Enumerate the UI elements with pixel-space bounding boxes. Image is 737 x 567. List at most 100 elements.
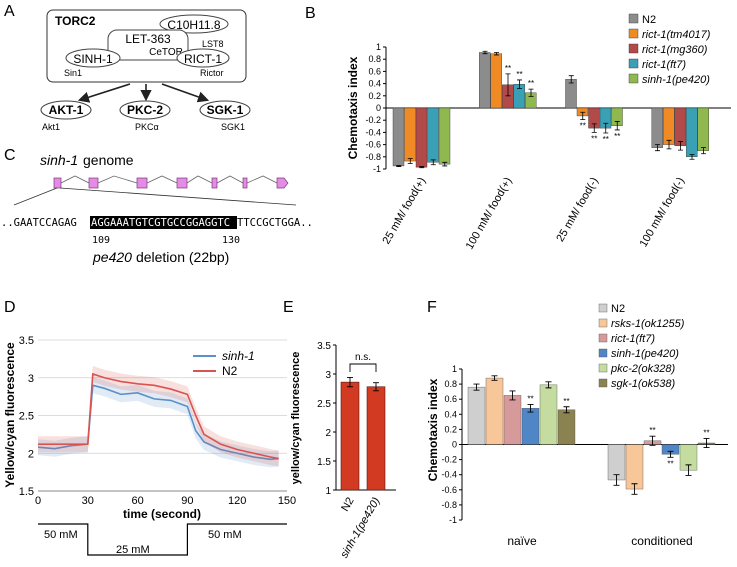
panel-d: D 3.5 3 2.5 2 1.50 30 60 90 120 150 time (second) Y…: [3, 299, 296, 556]
b-error-bar: [396, 164, 402, 167]
b-bar: [392, 107, 405, 167]
b-bar: [415, 107, 428, 168]
d-legend-label: N2: [222, 364, 238, 378]
d-y-label: Yellow/cyan fluorescence: [3, 342, 17, 488]
b-error-bar: [568, 75, 574, 84]
f-y-tick-label: 0.4: [444, 409, 457, 419]
panel-e: E 3.5 3 2.5 2 1.5 1 yellow/cyan fluorescence N2…: [283, 299, 396, 560]
e-y-tick-label: 2: [325, 428, 331, 439]
b-sig-label: **: [591, 134, 597, 143]
b-bar: [565, 79, 577, 109]
d-y-tick-label: 2.5: [19, 411, 34, 423]
b-bar: [697, 107, 709, 151]
position-end: 130: [222, 235, 240, 246]
panel-c: C sinh-1 genome ..GAATCCAGAG AGGAAATGTCG…: [1, 147, 313, 265]
f-sig-label: **: [649, 426, 655, 435]
panel-f: F 1 0.8 0.6 0.4 0.2 0 -0.2 -0.4 -0.6 -0.8 -1 Chemot…: [426, 299, 728, 548]
arrow-sgk1: [161, 83, 210, 103]
e-y-tick-label: 1.5: [317, 457, 331, 468]
b-legend-label: N2: [642, 14, 656, 26]
genome-gene: sinh-1: [40, 152, 78, 168]
b-y-tick-label: 0.8: [368, 54, 381, 64]
b-y-tick-label: -1: [373, 164, 381, 174]
b-y-tick-label: 0.2: [368, 91, 381, 101]
b-legend-swatch: [628, 28, 639, 39]
panel-a: A TORC2 C10H11.8 LET-363 CeTOR LST8 SINH…: [4, 3, 251, 132]
zoom-line-left: [13, 187, 58, 206]
f-error-bar: [491, 375, 498, 381]
f-error-bar: [667, 450, 674, 458]
b-bar: [663, 107, 675, 145]
sequence-left: ..GAATCCAGAG: [1, 217, 77, 229]
f-bar: [503, 395, 522, 445]
sequence-right: TTCCGCTGGA..: [237, 217, 313, 229]
f-error-bar: [527, 404, 534, 413]
b-sig-label: **: [614, 132, 620, 141]
pkc2-label: PKC-2: [127, 103, 163, 117]
f-sig-label: **: [563, 397, 569, 406]
f-bar: [557, 409, 576, 445]
d-stimulus-label: 25 mM: [116, 544, 150, 556]
akt1-human: Akt1: [42, 122, 60, 132]
b-error-bar: [614, 121, 620, 131]
b-y-tick-label: 0: [376, 103, 381, 113]
b-y-tick-label: -0.2: [365, 115, 381, 125]
panel-a-letter: A: [4, 3, 15, 20]
b-y-label: Chemotaxis index: [346, 56, 360, 159]
sinh1-label: SINH-1: [73, 52, 113, 66]
e-error-bar: [373, 382, 379, 392]
d-legend-label: sinh-1: [222, 349, 255, 363]
b-error-bar: [528, 88, 534, 97]
f-legend-swatch: [598, 363, 608, 373]
f-error-bar: [649, 435, 656, 446]
d-y-tick-label: 3.5: [19, 335, 34, 347]
d-stimulus-label: 50 mM: [208, 529, 242, 541]
f-y-tick-label: -0.8: [441, 500, 457, 510]
b-error-bar: [407, 158, 413, 164]
b-legend-label: sinh-1(pe420): [642, 74, 710, 86]
b-legend-swatch: [628, 73, 639, 84]
e-y-tick-label: 2.5: [317, 399, 331, 410]
akt1-label: AKT-1: [49, 103, 84, 117]
sgk1-human: SGK1: [221, 122, 245, 132]
f-sig-label: **: [527, 394, 533, 403]
b-legend-label: rict-1(mg360): [642, 44, 708, 56]
d-x-label: time (second): [123, 507, 201, 521]
d-x-tick-label: 90: [181, 495, 193, 507]
b-bar: [479, 52, 491, 109]
d-y-tick-label: 3: [28, 373, 34, 385]
e-category-label: N2: [339, 496, 356, 514]
f-bar: [467, 386, 486, 445]
let363-node: [107, 29, 189, 61]
b-error-bar: [689, 153, 695, 160]
b-sig-label: **: [505, 64, 511, 73]
lst8-label: LST8: [202, 39, 224, 49]
e-ns-label: n.s.: [355, 352, 371, 363]
b-y-tick-label: 0.4: [368, 79, 381, 89]
b-bar: [404, 107, 416, 162]
torc2-title: TORC2: [55, 14, 96, 28]
pkc2-human: PKCα: [135, 122, 159, 132]
b-legend-swatch: [628, 58, 639, 69]
b-sig-label: **: [516, 70, 522, 79]
genome-word: genome: [83, 152, 134, 168]
pkc2-node: [119, 100, 171, 120]
deletion-caption: pe420 deletion (22bp): [92, 249, 229, 265]
f-bar: [485, 377, 504, 445]
e-y-tick-label: 3: [325, 370, 331, 381]
f-legend-swatch: [598, 378, 608, 388]
b-bar: [490, 53, 502, 109]
b-error-bar: [591, 123, 597, 133]
f-y-tick-label: -0.2: [441, 455, 457, 465]
f-bar: [625, 444, 644, 490]
f-category-label: naïve: [507, 534, 537, 548]
b-y-tick-label: -0.8: [365, 152, 381, 162]
e-error-bar: [347, 377, 353, 388]
cetor-label: CeTOR: [149, 47, 183, 58]
d-y-tick-label: 2: [28, 448, 34, 460]
d-x-tick-label: 120: [228, 495, 246, 507]
b-error-bar: [666, 139, 672, 150]
b-error-bar: [655, 144, 660, 152]
rict1-label: RICT-1: [184, 52, 222, 66]
